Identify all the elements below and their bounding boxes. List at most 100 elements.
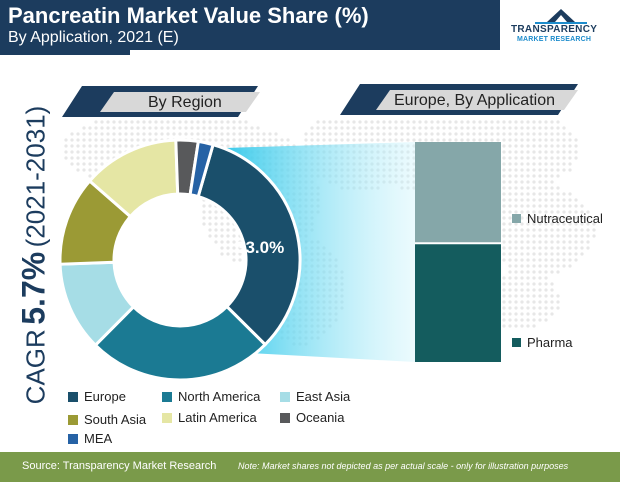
- map-dot: [364, 120, 368, 124]
- map-dot: [112, 144, 116, 148]
- map-dot: [514, 192, 518, 196]
- legend-label: Nutraceutical: [527, 211, 603, 226]
- map-dot: [538, 300, 542, 304]
- map-dot: [334, 120, 338, 124]
- map-dot: [568, 150, 572, 154]
- map-dot: [94, 168, 98, 172]
- map-dot: [514, 258, 518, 262]
- map-dot: [520, 240, 524, 244]
- map-dot: [568, 222, 572, 226]
- map-dot: [76, 144, 80, 148]
- map-dot: [508, 204, 512, 208]
- map-dot: [562, 150, 566, 154]
- map-dot: [556, 300, 560, 304]
- map-dot: [94, 132, 98, 136]
- map-dot: [436, 126, 440, 130]
- legend-item-pharma: Pharma: [512, 335, 573, 350]
- map-dot: [520, 186, 524, 190]
- legend-swatch: [280, 391, 290, 402]
- map-dot: [544, 144, 548, 148]
- map-dot: [538, 192, 542, 196]
- map-dot: [550, 204, 554, 208]
- map-dot: [82, 156, 86, 160]
- map-dot: [466, 132, 470, 136]
- map-dot: [460, 126, 464, 130]
- map-dot: [226, 138, 230, 142]
- map-dot: [160, 132, 164, 136]
- map-dot: [526, 132, 530, 136]
- map-dot: [580, 246, 584, 250]
- map-dot: [520, 276, 524, 280]
- map-dot: [406, 132, 410, 136]
- map-dot: [574, 138, 578, 142]
- map-dot: [196, 132, 200, 136]
- map-dot: [436, 138, 440, 142]
- map-dot: [538, 168, 542, 172]
- map-dot: [76, 168, 80, 172]
- map-dot: [550, 246, 554, 250]
- map-dot: [544, 288, 548, 292]
- map-dot: [418, 138, 422, 142]
- map-dot: [112, 126, 116, 130]
- map-dot: [106, 156, 110, 160]
- map-dot: [430, 126, 434, 130]
- map-dot: [514, 318, 518, 322]
- map-dot: [280, 138, 284, 142]
- map-dot: [412, 120, 416, 124]
- map-dot: [166, 120, 170, 124]
- logo-text-secondary: MARKET RESEARCH: [517, 36, 592, 43]
- map-dot: [580, 204, 584, 208]
- map-dot: [442, 132, 446, 136]
- map-dot: [574, 156, 578, 160]
- map-dot: [76, 150, 80, 154]
- map-dot: [538, 294, 542, 298]
- map-dot: [520, 132, 524, 136]
- map-dot: [502, 144, 506, 148]
- map-dot: [556, 228, 560, 232]
- map-dot: [112, 138, 116, 142]
- map-dot: [442, 138, 446, 142]
- map-dot: [514, 282, 518, 286]
- map-dot: [514, 162, 518, 166]
- map-dot: [544, 246, 548, 250]
- map-dot: [532, 198, 536, 202]
- map-dot: [388, 138, 392, 142]
- map-dot: [100, 120, 104, 124]
- map-dot: [562, 258, 566, 262]
- map-dot: [526, 288, 530, 292]
- legend-item-latin-america: Latin America: [162, 410, 257, 425]
- map-dot: [526, 174, 530, 178]
- map-dot: [586, 228, 590, 232]
- map-dot: [514, 120, 518, 124]
- map-dot: [544, 282, 548, 286]
- map-dot: [502, 228, 506, 232]
- map-dot: [538, 252, 542, 256]
- map-dot: [412, 132, 416, 136]
- map-dot: [436, 132, 440, 136]
- map-dot: [226, 246, 230, 250]
- map-dot: [88, 168, 92, 172]
- map-dot: [520, 168, 524, 172]
- map-dot: [550, 264, 554, 268]
- map-dot: [532, 300, 536, 304]
- map-dot: [562, 222, 566, 226]
- map-dot: [544, 252, 548, 256]
- map-dot: [244, 144, 248, 148]
- map-dot: [532, 228, 536, 232]
- map-dot: [544, 156, 548, 160]
- map-dot: [514, 300, 518, 304]
- map-dot: [172, 126, 176, 130]
- map-dot: [586, 210, 590, 214]
- map-dot: [208, 228, 212, 232]
- map-dot: [358, 138, 362, 142]
- map-dot: [220, 138, 224, 142]
- map-dot: [514, 312, 518, 316]
- map-dot: [430, 138, 434, 142]
- map-dot: [376, 138, 380, 142]
- map-dot: [88, 150, 92, 154]
- map-dot: [514, 210, 518, 214]
- map-dot: [538, 288, 542, 292]
- map-dot: [520, 270, 524, 274]
- map-dot: [592, 228, 596, 232]
